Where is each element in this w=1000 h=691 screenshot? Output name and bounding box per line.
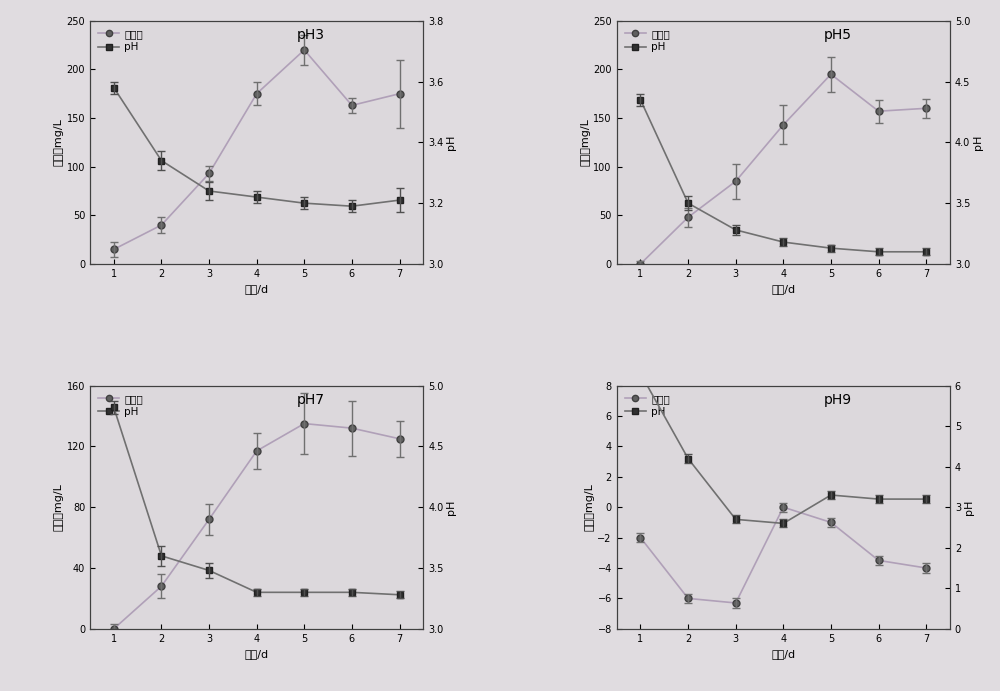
溶磷量 bbox=[394, 435, 406, 443]
溶磷量 bbox=[777, 503, 789, 511]
pH bbox=[298, 199, 310, 207]
溶磷量 bbox=[682, 213, 694, 221]
Text: pH5: pH5 bbox=[823, 28, 851, 42]
pH bbox=[777, 238, 789, 246]
Line: 溶磷量: 溶磷量 bbox=[110, 420, 403, 632]
Y-axis label: 溶磷量mg/L: 溶磷量mg/L bbox=[54, 118, 64, 167]
溶磷量 bbox=[825, 518, 837, 527]
pH bbox=[394, 196, 406, 205]
pH bbox=[346, 588, 358, 596]
溶磷量 bbox=[108, 625, 120, 633]
溶磷量 bbox=[825, 70, 837, 78]
pH bbox=[825, 491, 837, 499]
pH bbox=[203, 567, 215, 575]
pH bbox=[730, 226, 742, 234]
Line: pH: pH bbox=[637, 96, 930, 255]
溶磷量 bbox=[346, 101, 358, 109]
X-axis label: 时间/d: 时间/d bbox=[771, 650, 795, 659]
pH bbox=[634, 95, 646, 104]
pH bbox=[251, 588, 263, 596]
溶磷量 bbox=[251, 90, 263, 98]
Line: 溶磷量: 溶磷量 bbox=[637, 70, 930, 267]
pH bbox=[251, 193, 263, 201]
Y-axis label: 溶磷量mg/L: 溶磷量mg/L bbox=[54, 483, 64, 531]
pH bbox=[203, 187, 215, 195]
溶磷量 bbox=[873, 107, 885, 115]
pH bbox=[825, 244, 837, 252]
溶磷量 bbox=[155, 221, 167, 229]
pH bbox=[920, 247, 932, 256]
X-axis label: 时间/d: 时间/d bbox=[245, 650, 269, 659]
溶磷量 bbox=[203, 515, 215, 524]
Text: pH7: pH7 bbox=[297, 393, 325, 407]
pH bbox=[634, 369, 646, 377]
Line: pH: pH bbox=[110, 84, 403, 209]
Legend: 溶磷量, pH: 溶磷量, pH bbox=[622, 391, 673, 420]
Line: 溶磷量: 溶磷量 bbox=[637, 504, 930, 607]
pH bbox=[730, 515, 742, 524]
Legend: 溶磷量, pH: 溶磷量, pH bbox=[95, 391, 146, 420]
溶磷量 bbox=[203, 169, 215, 178]
溶磷量 bbox=[155, 582, 167, 590]
pH bbox=[155, 156, 167, 164]
Y-axis label: pH: pH bbox=[973, 135, 983, 150]
pH bbox=[108, 84, 120, 92]
pH bbox=[394, 591, 406, 599]
X-axis label: 时间/d: 时间/d bbox=[771, 285, 795, 294]
Line: pH: pH bbox=[637, 370, 930, 527]
X-axis label: 时间/d: 时间/d bbox=[245, 285, 269, 294]
溶磷量 bbox=[920, 104, 932, 113]
pH bbox=[346, 202, 358, 210]
Y-axis label: 溶磷量mg/L: 溶磷量mg/L bbox=[580, 118, 590, 167]
溶磷量 bbox=[634, 533, 646, 542]
溶磷量 bbox=[873, 556, 885, 565]
Y-axis label: 溶磷量mg/L: 溶磷量mg/L bbox=[585, 483, 595, 531]
pH bbox=[682, 455, 694, 463]
溶磷量 bbox=[920, 564, 932, 572]
pH bbox=[873, 247, 885, 256]
Text: pH3: pH3 bbox=[297, 28, 325, 42]
溶磷量 bbox=[730, 599, 742, 607]
pH bbox=[298, 588, 310, 596]
pH bbox=[108, 404, 120, 412]
Y-axis label: pH: pH bbox=[964, 500, 974, 515]
Line: pH: pH bbox=[110, 404, 403, 598]
Y-axis label: pH: pH bbox=[446, 500, 456, 515]
溶磷量 bbox=[108, 245, 120, 254]
溶磷量 bbox=[634, 260, 646, 268]
溶磷量 bbox=[298, 46, 310, 54]
溶磷量 bbox=[251, 447, 263, 455]
溶磷量 bbox=[346, 424, 358, 433]
Y-axis label: pH: pH bbox=[446, 135, 456, 150]
pH bbox=[873, 495, 885, 503]
pH bbox=[155, 551, 167, 560]
Legend: 溶磷量, pH: 溶磷量, pH bbox=[622, 26, 673, 55]
溶磷量 bbox=[298, 419, 310, 428]
Legend: 溶磷量, pH: 溶磷量, pH bbox=[95, 26, 146, 55]
pH bbox=[777, 519, 789, 527]
溶磷量 bbox=[394, 90, 406, 98]
Line: 溶磷量: 溶磷量 bbox=[110, 46, 403, 253]
溶磷量 bbox=[682, 594, 694, 603]
pH bbox=[920, 495, 932, 503]
溶磷量 bbox=[777, 121, 789, 129]
Text: pH9: pH9 bbox=[823, 393, 851, 407]
溶磷量 bbox=[730, 177, 742, 185]
pH bbox=[682, 199, 694, 207]
